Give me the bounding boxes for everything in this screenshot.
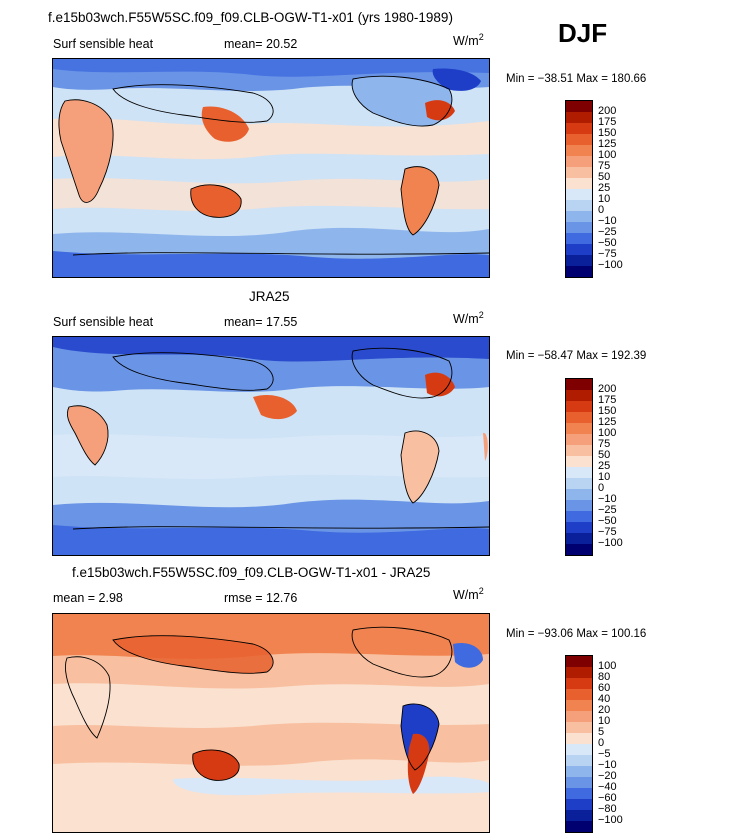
panel2-units: W/m2 (453, 310, 484, 327)
panel3-mean: mean = 2.98 (53, 591, 123, 605)
panel2-colorbar (565, 378, 593, 556)
panel2-title: JRA25 (249, 289, 290, 304)
panel3-colorbar-labels: 100 80 60 40 20 10 5 0 −5 −10 −20 −40 −60 −80 −100 (598, 660, 623, 826)
panel3-units: W/m2 (453, 586, 484, 603)
panel3-rmse: rmse = 12.76 (224, 591, 298, 605)
panel2-minmax: Min = −58.47 Max = 192.39 (506, 350, 647, 362)
panel1-minmax: Min = −38.51 Max = 180.66 (506, 73, 647, 85)
panel2-mean: mean= 17.55 (224, 315, 298, 329)
panel1-map-svg (53, 59, 489, 277)
panel1-map (52, 58, 490, 278)
panel3-title: f.e15b03wch.F55W5SC.f09_f09.CLB-OGW-T1-x… (72, 565, 431, 580)
panel1-units: W/m2 (453, 32, 484, 49)
figure-title: f.e15b03wch.F55W5SC.f09_f09.CLB-OGW-T1-x… (48, 10, 453, 25)
season-label: DJF (558, 18, 608, 48)
panel1-field-label: Surf sensible heat (53, 37, 154, 51)
panel3-minmax: Min = −93.06 Max = 100.16 (506, 628, 647, 640)
panel2-map-svg (53, 337, 489, 555)
panel3-map-svg (53, 614, 489, 832)
panel1-mean: mean= 20.52 (224, 37, 298, 51)
panel3-map (52, 613, 490, 833)
panel3-colorbar (565, 655, 593, 833)
panel1-colorbar-labels: 200 175 150 125 100 75 50 25 10 0 −10 −25 −50 −75 −100 (598, 105, 623, 271)
panel2-field-label: Surf sensible heat (53, 315, 154, 329)
panel2-colorbar-labels: 200 175 150 125 100 75 50 25 10 0 −10 −25 −50 −75 −100 (598, 383, 623, 549)
panel2-map (52, 336, 490, 556)
panel1-colorbar (565, 100, 593, 278)
